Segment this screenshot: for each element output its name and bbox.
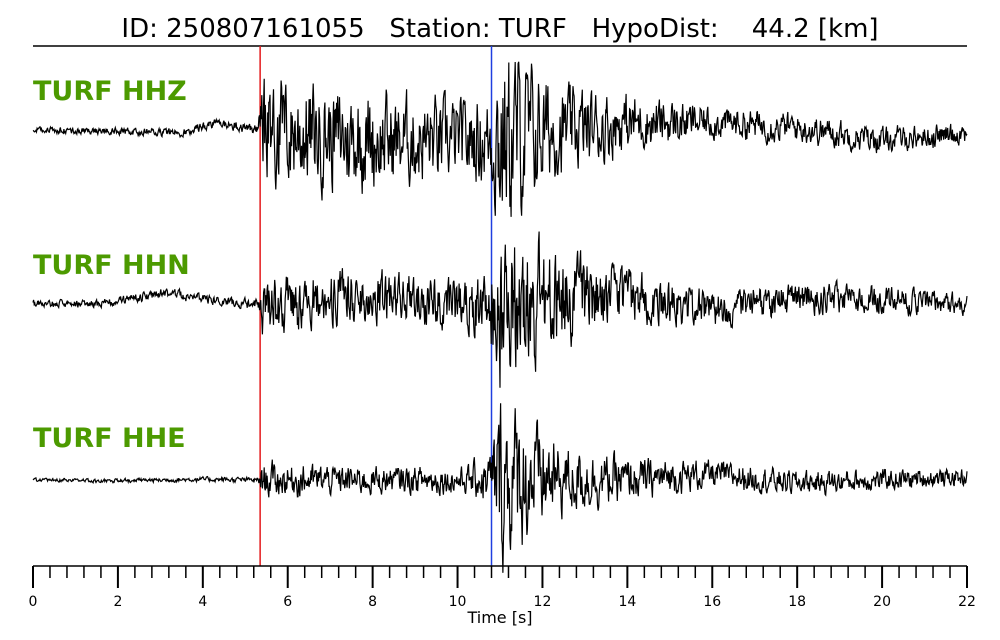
- tick-label: 12: [534, 594, 552, 610]
- tick-label: 0: [29, 594, 38, 610]
- tick-label: 4: [198, 594, 207, 610]
- tick-label: 20: [873, 594, 891, 610]
- waveform-trace: [32, 61, 968, 217]
- tick-label: 18: [788, 594, 806, 610]
- time-axis: 0 2 4 6 8 10 12 14 16 18 20 22: [29, 565, 976, 610]
- tick-label: 14: [618, 594, 636, 610]
- chart-title: ID: 250807161055 Station: TURF HypoDist:…: [121, 14, 878, 44]
- tick-label: 6: [283, 594, 292, 610]
- tick-label: 2: [113, 594, 122, 610]
- tick-label: 10: [449, 594, 467, 610]
- waveform-trace: [32, 231, 968, 388]
- channel-labels: TURF HHZ TURF HHN TURF HHE: [33, 76, 190, 454]
- waveform-traces: [32, 61, 968, 573]
- x-axis-label: Time [s]: [466, 608, 532, 627]
- channel-label: TURF HHN: [33, 250, 190, 281]
- waveform-trace: [32, 403, 968, 573]
- channel-label: TURF HHE: [33, 423, 186, 454]
- tick-label: 22: [958, 594, 976, 610]
- channel-label: TURF HHZ: [33, 76, 187, 107]
- tick-label: 8: [368, 594, 377, 610]
- tick-label: 16: [703, 594, 721, 610]
